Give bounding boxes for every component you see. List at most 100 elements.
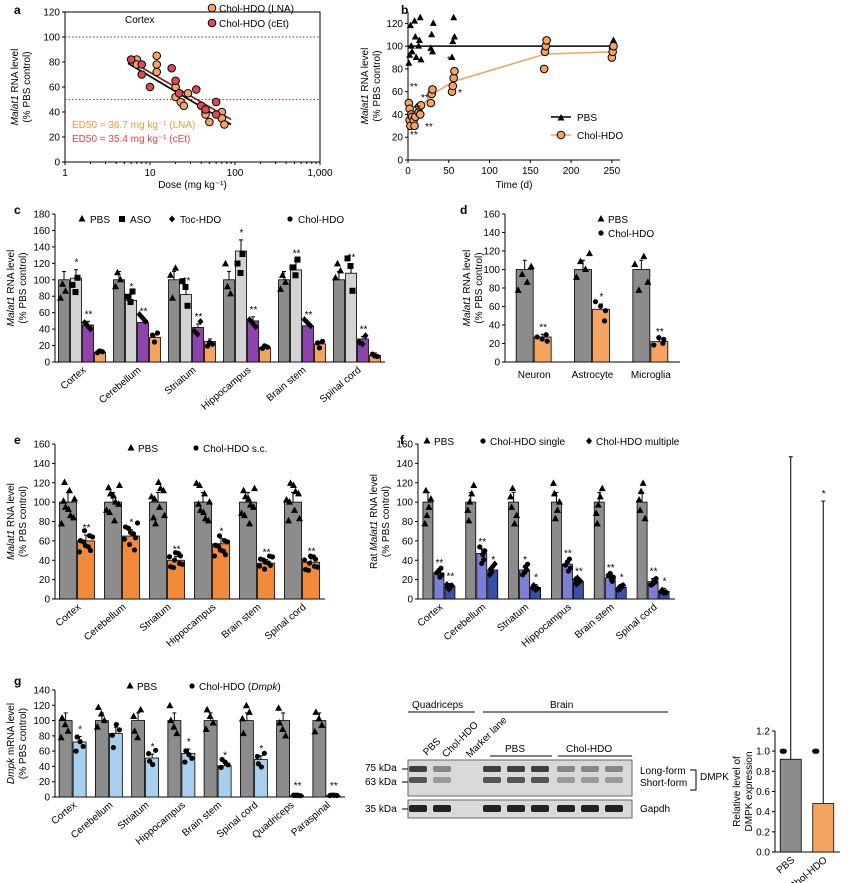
y-tick-label: 160 [396, 440, 413, 451]
data-point [170, 564, 177, 571]
legend-text: ) [277, 682, 280, 693]
data-point [428, 30, 436, 38]
y-tick-label: 0.2 [756, 827, 770, 838]
data-point [70, 513, 77, 521]
data-point [305, 567, 312, 573]
data-point [211, 553, 218, 559]
data-point [130, 712, 138, 719]
data-point [509, 484, 517, 492]
data-point [448, 53, 456, 61]
data-point [279, 725, 287, 733]
significance-mark: ** [360, 325, 368, 336]
significance-mark: ** [413, 104, 421, 115]
x-tick-label: 50 [443, 166, 455, 177]
data-point [58, 714, 66, 721]
data-point [240, 486, 247, 494]
data-point [295, 489, 302, 497]
band-label: DMPK [700, 772, 729, 783]
data-point [640, 252, 648, 260]
data-point [121, 536, 128, 542]
y-tick-label: 80 [402, 517, 414, 528]
significance-mark: * [130, 282, 134, 293]
x-category-label: Hippocampus [200, 365, 254, 413]
bar [345, 272, 357, 363]
data-point [152, 519, 159, 527]
data-point [80, 539, 87, 545]
bar [104, 501, 122, 600]
x-category-label: Paraspinal [290, 800, 333, 839]
data-point [470, 481, 478, 489]
significance-mark: * [220, 526, 224, 537]
data-point [136, 311, 143, 319]
legend-label: ASO [130, 215, 151, 226]
y-axis-label: Malat1 RNA level (% PBS control) [6, 483, 29, 560]
data-point [301, 557, 308, 563]
significance-mark: * [447, 55, 451, 66]
data-point [174, 88, 184, 98]
y-tick-label: 40 [489, 321, 501, 332]
y-axis-title: Malat1 RNA level [10, 49, 21, 126]
bar [113, 279, 125, 363]
data-point [411, 17, 419, 24]
y-tick-label: 100 [43, 33, 60, 44]
y-axis-subtitle: (% PBS control) [474, 252, 485, 323]
x-category-label: Striatum [495, 602, 531, 634]
data-point [644, 278, 652, 285]
band-label: Long-form [640, 766, 686, 777]
data-point [152, 67, 162, 77]
legend-marker [119, 216, 125, 222]
data-point [289, 264, 296, 271]
y-label-rest: RNA level [462, 250, 473, 297]
y-label-prefix: Rat [369, 551, 380, 569]
data-point [219, 756, 225, 763]
y-label-rest: RNA level [6, 250, 17, 297]
bar [167, 720, 182, 798]
legend-label: Chol-HDO [577, 131, 623, 142]
data-point [239, 250, 246, 257]
ed50-annotation: ED50 = 36.7 mg kg⁻¹ (LNA) [72, 120, 195, 131]
data-point [216, 533, 223, 539]
data-point [161, 511, 168, 519]
data-point [112, 282, 119, 290]
panel-label: a [14, 3, 21, 17]
data-point [109, 732, 115, 738]
significance-mark: ** [539, 322, 547, 333]
bar [333, 279, 345, 363]
x-category-label: Neuron [518, 370, 551, 381]
data-point [71, 495, 78, 502]
data-point [154, 330, 161, 336]
y-tick-label: 80 [392, 64, 404, 75]
data-point [593, 519, 601, 527]
data-point [524, 561, 531, 567]
significance-mark: ** [83, 523, 91, 534]
data-point [301, 316, 308, 324]
data-point [234, 260, 241, 267]
x-category-label: Astrocyte [572, 370, 614, 381]
bar [592, 308, 610, 363]
data-point [100, 716, 108, 724]
y-axis-label: Rat Malat1 RNA level (% PBS control) [369, 474, 392, 569]
y-tick-label: 1.0 [756, 747, 770, 758]
y-label-gene: Malat1 [6, 296, 17, 326]
data-point [137, 60, 147, 69]
panel-label: b [401, 3, 408, 17]
data-point [242, 701, 250, 709]
ed50-annotation: ED50 = 35.4 mg kg⁻¹ (cEt) [72, 134, 190, 145]
y-tick-label: 60 [49, 83, 61, 94]
data-point [249, 319, 256, 327]
data-point [415, 42, 423, 49]
data-point [129, 288, 136, 295]
significance-mark: ** [250, 305, 258, 316]
significance-mark: * [458, 88, 462, 99]
data-point [222, 259, 229, 267]
significance-mark: ** [183, 276, 191, 287]
data-point [312, 708, 320, 715]
legend-label: Chol-HDO multiple [596, 437, 680, 448]
data-point [151, 339, 158, 345]
data-point [238, 714, 246, 722]
x-category-label: Spinal cord [614, 602, 659, 643]
data-point [134, 733, 142, 741]
band [557, 766, 575, 772]
y-tick-label: 100 [396, 498, 413, 509]
data-point [191, 85, 201, 94]
